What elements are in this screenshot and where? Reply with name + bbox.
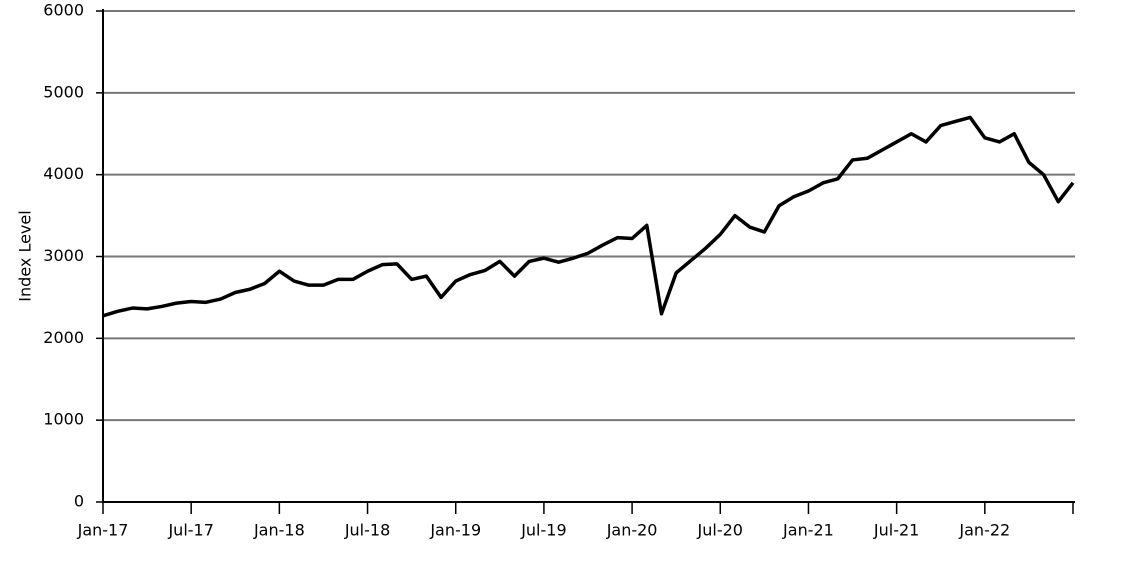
x-tick-label: Jan-19 — [429, 521, 481, 540]
x-tick-label: Jul-17 — [167, 521, 213, 540]
y-tick-label: 6000 — [43, 1, 84, 20]
x-tick-label: Jul-18 — [344, 521, 390, 540]
x-tick-label: Jan-17 — [77, 521, 129, 540]
x-tick-label: Jul-20 — [697, 521, 743, 540]
x-tick-label: Jan-21 — [782, 521, 834, 540]
x-tick-label: Jul-21 — [873, 521, 919, 540]
x-tick-label: Jul-19 — [520, 521, 566, 540]
y-tick-label: 3000 — [43, 246, 84, 265]
x-tick-label: Jan-22 — [958, 521, 1010, 540]
y-tick-label: 4000 — [43, 164, 84, 183]
x-tick-label: Jan-18 — [253, 521, 305, 540]
y-tick-label: 1000 — [43, 410, 84, 429]
line — [102, 115, 1075, 318]
y-tick-label: 0 — [74, 492, 84, 511]
y-tick-label: 5000 — [43, 82, 84, 101]
y-tick-label: 2000 — [43, 328, 84, 347]
x-tick-label: Jan-20 — [606, 521, 658, 540]
y-axis-label: Index Level — [16, 210, 35, 301]
